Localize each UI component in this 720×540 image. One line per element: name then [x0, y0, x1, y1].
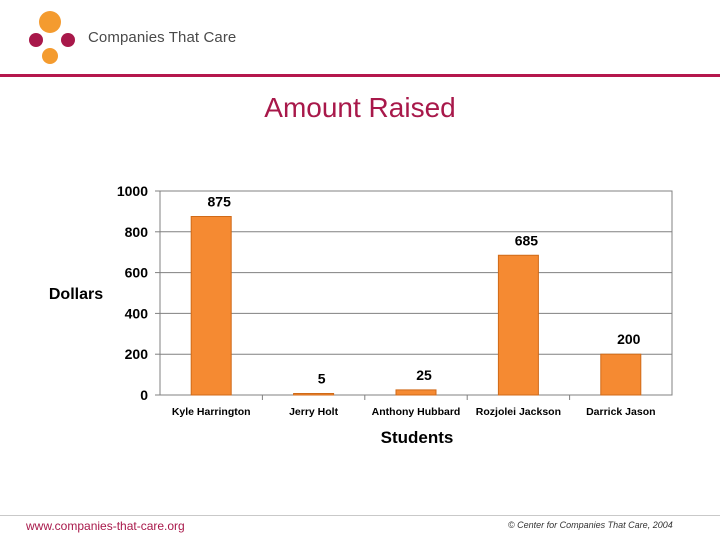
y-tick-label: 200 — [125, 346, 149, 362]
header-divider — [0, 74, 720, 77]
category-label: Kyle Harrington — [172, 406, 251, 418]
y-tick-label: 1000 — [117, 183, 148, 199]
bar — [293, 393, 335, 396]
plot-frame — [159, 190, 673, 396]
footer-divider — [0, 515, 720, 516]
brand-name: Companies That Care — [88, 29, 237, 46]
bar — [395, 389, 437, 396]
y-tick-label: 400 — [125, 305, 149, 321]
data-label: 25 — [416, 367, 432, 383]
bar — [497, 254, 539, 396]
y-axis-title: Dollars — [49, 286, 103, 303]
category-label: Rozjolei Jackson — [476, 406, 561, 418]
category-label: Anthony Hubbard — [372, 406, 461, 418]
bar-chart: 0 200 400 600 800 1000 Kyle Harrington 875 Jerry… — [0, 170, 720, 460]
data-label: 5 — [318, 371, 326, 387]
footer-copyright: © Center for Companies That Care, 2004 — [508, 520, 673, 530]
data-label: 875 — [208, 194, 232, 210]
x-axis-title: Students — [381, 428, 454, 447]
footer-url-link[interactable]: www.companies-that-care.org — [26, 519, 185, 533]
category-label: Jerry Holt — [289, 406, 339, 418]
y-tick-label: 800 — [125, 224, 149, 240]
chart-svg: 0 200 400 600 800 1000 Kyle Harrington 875 Jerry… — [49, 183, 673, 447]
bar — [600, 353, 642, 396]
y-tick-label: 0 — [140, 387, 148, 403]
data-label: 685 — [515, 232, 539, 248]
y-tick-label: 600 — [125, 265, 149, 281]
bar — [190, 216, 232, 396]
companies-that-care-logo-icon — [29, 11, 75, 64]
data-label: 200 — [617, 331, 641, 347]
category-label: Darrick Jason — [586, 406, 655, 418]
slide-title: Amount Raised — [264, 92, 456, 123]
